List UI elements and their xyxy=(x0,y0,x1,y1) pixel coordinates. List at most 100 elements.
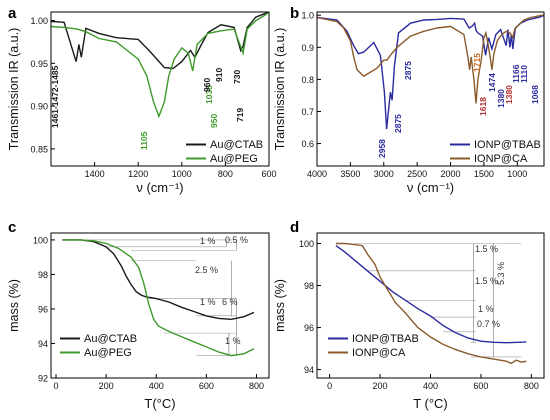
panel-b: b 4000 3500 3000 2500 2000 1500 1000 0.6 0.7 0.8 0.… xyxy=(273,5,545,195)
panel-c: c 0 200 400 600 800 92 94 96 98 100 T(°C) mass (%) 1 … xyxy=(7,219,270,411)
annotation: 2875 xyxy=(393,114,403,133)
x-tick-label: 3000 xyxy=(374,169,394,179)
y-tick-label: 0.9 xyxy=(301,43,314,53)
y-tick-label: 0.90 xyxy=(30,102,48,112)
plot-frame xyxy=(316,11,545,167)
legend-label: IONP@TBAB xyxy=(352,333,419,345)
annotation: 6 % xyxy=(222,297,238,307)
y-tick-label: 100 xyxy=(33,235,48,245)
x-tick-label: 400 xyxy=(149,381,164,391)
y-tick-label: 0.6 xyxy=(301,139,314,149)
x-tick-label: 1400 xyxy=(85,169,105,179)
y-tick-label: 92 xyxy=(38,374,48,384)
y-tick-label: 96 xyxy=(38,304,48,314)
annotation: 1474 xyxy=(487,73,497,92)
x-tick-label: 2000 xyxy=(441,169,461,179)
annotation: 1380 xyxy=(504,85,514,104)
y-tick-label: 94 xyxy=(38,339,48,349)
y-tick-label: 0.7 xyxy=(301,107,314,117)
legend-label: Au@CTAB xyxy=(84,333,137,345)
annotation: 5.3 % xyxy=(496,262,506,285)
y-axis-label: mass (%) xyxy=(273,279,287,332)
x-tick-label: 1200 xyxy=(128,169,148,179)
y-tick-label: 1.00 xyxy=(30,16,48,26)
annotation: 1110 xyxy=(519,65,529,83)
series-line-IONP@CA xyxy=(316,14,545,104)
panel-d: d 0 200 400 600 800 94 96 98 100 T (°C) mass (%) 1.5… xyxy=(273,219,545,411)
annotation: 2958 xyxy=(377,139,387,158)
y-tick-label: 96 xyxy=(304,323,314,333)
y-tick-label: 94 xyxy=(304,365,314,375)
annotation: 1 % xyxy=(200,236,216,246)
plot-frame xyxy=(50,11,270,167)
x-tick-label: 600 xyxy=(199,381,214,391)
annotation: 719 xyxy=(235,108,245,122)
series-line-IONP@CA xyxy=(335,242,527,365)
series-line-Au@CTAB xyxy=(50,11,270,70)
legend-label: Au@CTAB xyxy=(210,139,263,151)
x-tick-label: 1000 xyxy=(507,169,527,179)
y-tick-label: 98 xyxy=(38,270,48,280)
x-tick-label: 3500 xyxy=(340,169,360,179)
annotation: 2875 xyxy=(403,61,413,80)
x-axis-label: ν (cm⁻¹) xyxy=(136,180,183,195)
y-tick-label: 0.8 xyxy=(301,75,314,85)
annotation: 0.5 % xyxy=(225,235,248,245)
y-tick-label: 98 xyxy=(304,281,314,291)
y-tick-label: 0.95 xyxy=(30,59,48,69)
x-tick-label: 800 xyxy=(249,381,264,391)
x-tick-label: 200 xyxy=(373,381,388,391)
x-axis-label: T (°C) xyxy=(413,396,448,411)
x-tick-label: 1500 xyxy=(474,169,494,179)
series-line-Au@PEG xyxy=(62,239,255,357)
x-tick-label: 800 xyxy=(524,381,539,391)
x-tick-label: 2500 xyxy=(407,169,427,179)
x-tick-label: 0 xyxy=(54,381,59,391)
y-axis-label: Transmission IR (a.u.) xyxy=(7,28,21,150)
panel-label: a xyxy=(8,5,17,22)
annotation: 1105 xyxy=(139,131,149,150)
annotation: 1166 xyxy=(511,64,521,83)
panel-label: b xyxy=(290,5,299,22)
annotation: 1.5 % xyxy=(475,276,498,286)
y-tick-label: 100 xyxy=(299,239,314,249)
annotation: 910 xyxy=(214,68,224,82)
y-tick-label: 1.0 xyxy=(301,11,314,21)
annotation: 1.5 % xyxy=(475,244,498,254)
x-tick-label: 1000 xyxy=(172,169,192,179)
x-axis-label: T(°C) xyxy=(144,396,175,411)
series-line-Au@CTAB xyxy=(62,239,255,321)
annotation: 0.7 % xyxy=(477,319,500,329)
series-line-Au@PEG xyxy=(50,11,270,119)
legend-label: IONP@TBAB xyxy=(474,139,541,151)
annotation: 1618 xyxy=(478,97,488,116)
y-axis-label: mass (%) xyxy=(7,279,21,332)
annotation: 1461-1472-1485 xyxy=(50,65,60,128)
annotation: 1 % xyxy=(225,336,241,346)
annotation: 950 xyxy=(209,114,219,128)
series-line-IONP@TBAB xyxy=(335,245,527,344)
annotation: 1 % xyxy=(478,304,494,314)
x-tick-label: 200 xyxy=(99,381,114,391)
x-tick-label: 600 xyxy=(473,381,488,391)
legend-label: IONP@CA xyxy=(474,153,528,165)
annotation: 2.5 % xyxy=(195,265,218,275)
legend-label: Au@PEG xyxy=(210,153,258,165)
x-axis-label: ν (cm⁻¹) xyxy=(407,180,454,195)
x-tick-label: 400 xyxy=(423,381,438,391)
y-tick-label: 0.85 xyxy=(30,144,48,154)
annotation: 960 xyxy=(202,78,212,92)
legend-label: Au@PEG xyxy=(84,347,132,359)
panel-label: d xyxy=(290,219,299,236)
plot-frame xyxy=(50,232,270,379)
annotation: 730 xyxy=(232,70,242,84)
annotation: 1035 xyxy=(204,85,214,104)
panel-label: c xyxy=(8,219,16,236)
annotation: 1068 xyxy=(530,85,540,104)
x-tick-label: 4000 xyxy=(307,169,327,179)
x-tick-label: 0 xyxy=(327,381,332,391)
annotation: 1 % xyxy=(200,297,216,307)
x-tick-label: 600 xyxy=(261,169,276,179)
